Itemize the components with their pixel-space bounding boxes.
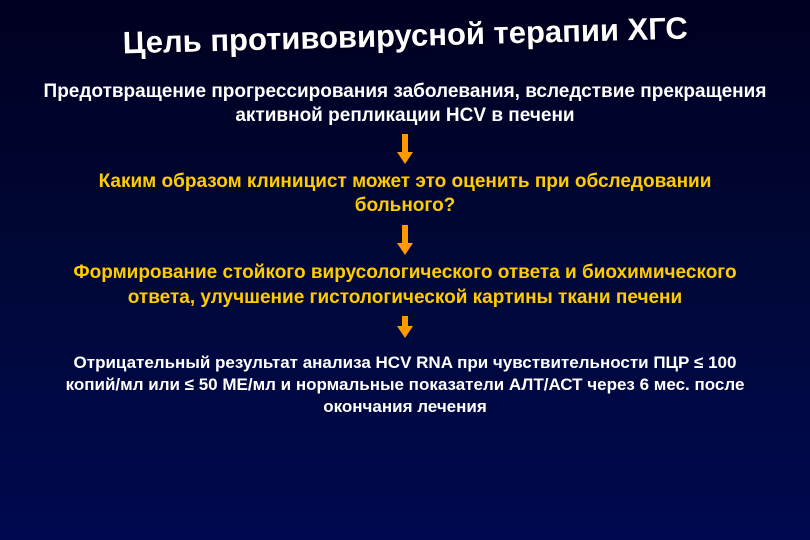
block-question: Каким образом клиницист может это оценит… bbox=[30, 170, 780, 219]
slide-title: Цель противовирусной терапии ХГС bbox=[0, 0, 810, 65]
block-criteria: Отрицательный результат анализа HCV RNA … bbox=[30, 352, 780, 418]
arrow-2 bbox=[30, 225, 780, 255]
arrow-1 bbox=[30, 134, 780, 164]
block-prevention: Предотвращение прогрессирования заболева… bbox=[30, 80, 780, 128]
slide-content: Предотвращение прогрессирования заболева… bbox=[0, 80, 810, 419]
arrow-down-icon bbox=[397, 134, 413, 164]
block-response: Формирование стойкого вирусологического … bbox=[30, 261, 780, 310]
arrow-3 bbox=[30, 316, 780, 346]
arrow-down-icon bbox=[397, 316, 413, 346]
arrow-down-icon bbox=[397, 225, 413, 255]
